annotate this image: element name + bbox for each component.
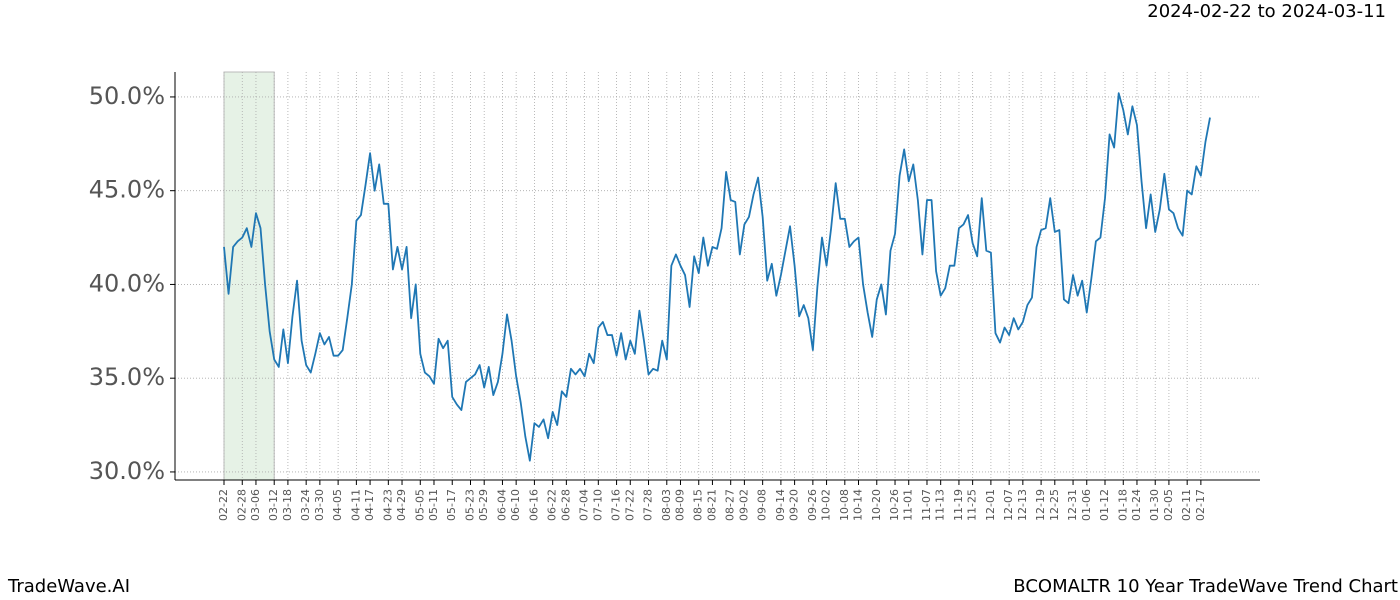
x-tick-label: 09-02 [737, 489, 750, 521]
y-tick-label: 30.0% [89, 457, 165, 485]
x-tick-label: 08-15 [692, 489, 705, 521]
x-tick-label: 06-04 [495, 489, 508, 521]
x-tick-label: 12-01 [984, 489, 997, 521]
x-tick-label: 03-30 [313, 489, 326, 521]
x-tick-label: 05-17 [445, 489, 458, 521]
x-tick-label: 02-17 [1194, 489, 1207, 521]
y-tick-label: 50.0% [89, 82, 165, 110]
x-tick-label: 10-14 [852, 489, 865, 521]
x-tick-label: 10-20 [870, 489, 883, 521]
x-tick-label: 03-12 [267, 489, 280, 521]
x-tick-label: 06-22 [546, 489, 559, 521]
chart-title: BCOMALTR 10 Year TradeWave Trend Chart [1013, 576, 1398, 597]
x-tick-label: 08-03 [660, 489, 673, 521]
x-tick-label: 11-01 [902, 489, 915, 521]
x-tick-label: 04-23 [381, 489, 394, 521]
x-tick-label: 03-06 [249, 489, 262, 521]
x-tick-label: 07-22 [623, 489, 636, 521]
x-tick-label: 11-07 [920, 489, 933, 521]
highlight-window [223, 71, 275, 481]
x-tick-label: 08-27 [724, 489, 737, 521]
x-tick-label: 03-18 [281, 489, 294, 521]
x-tick-label: 11-19 [952, 489, 965, 521]
x-tick-label: 01-12 [1098, 489, 1111, 521]
subtitle: 2024-02-22 to 2024-03-11 [1147, 1, 1386, 22]
x-tick-label: 04-29 [395, 489, 408, 521]
x-tick-label: 11-25 [966, 489, 979, 521]
x-tick-label: 10-26 [888, 489, 901, 521]
x-tick-label: 06-28 [559, 489, 572, 521]
x-tick-label: 09-08 [756, 489, 769, 521]
x-tick-label: 02-05 [1162, 489, 1175, 521]
x-tick-label: 10-08 [838, 489, 851, 521]
x-tick-label: 07-10 [591, 489, 604, 521]
watermark: TradeWave.AI [7, 576, 130, 597]
x-tick-label: 01-18 [1116, 489, 1129, 521]
x-tick-label: 03-24 [299, 489, 312, 521]
x-tick-label: 02-11 [1180, 489, 1193, 521]
x-tick-label: 01-30 [1148, 489, 1161, 521]
x-tick-label: 07-04 [578, 489, 591, 521]
x-tick-label: 08-21 [705, 489, 718, 521]
x-tick-label: 12-07 [1002, 489, 1015, 521]
x-tick-label: 07-28 [642, 489, 655, 521]
trend-line [223, 92, 1211, 462]
x-tick-label: 02-28 [235, 489, 248, 521]
x-tick-label: 01-06 [1080, 489, 1093, 521]
x-tick-label: 09-14 [774, 489, 787, 521]
y-tick-label: 45.0% [89, 176, 165, 204]
x-tick-label: 11-13 [934, 489, 947, 521]
x-tick-label: 04-11 [349, 489, 362, 521]
x-tick-label: 05-11 [427, 489, 440, 521]
x-tick-label: 05-05 [413, 489, 426, 521]
x-tick-label: 04-05 [331, 489, 344, 521]
x-tick-label: 12-13 [1016, 489, 1029, 521]
x-tick-label: 12-19 [1034, 489, 1047, 521]
x-tick-label: 06-10 [509, 489, 522, 521]
x-tick-label: 08-09 [673, 489, 686, 521]
x-tick-label: 09-26 [806, 489, 819, 521]
x-tick-label: 06-16 [527, 489, 540, 521]
x-tick-label: 09-20 [788, 489, 801, 521]
x-tick-label: 01-24 [1130, 489, 1143, 521]
y-tick-label: 35.0% [89, 363, 165, 391]
x-tick-label: 04-17 [363, 489, 376, 521]
x-tick-label: 05-23 [464, 489, 477, 521]
x-tick-label: 10-02 [820, 489, 833, 521]
x-tick-label: 07-16 [610, 489, 623, 521]
x-tick-label: 12-31 [1066, 489, 1079, 521]
x-tick-label: 05-29 [477, 489, 490, 521]
x-tick-label: 02-22 [217, 489, 230, 521]
x-tick-label: 12-25 [1048, 489, 1061, 521]
y-tick-label: 40.0% [89, 269, 165, 297]
